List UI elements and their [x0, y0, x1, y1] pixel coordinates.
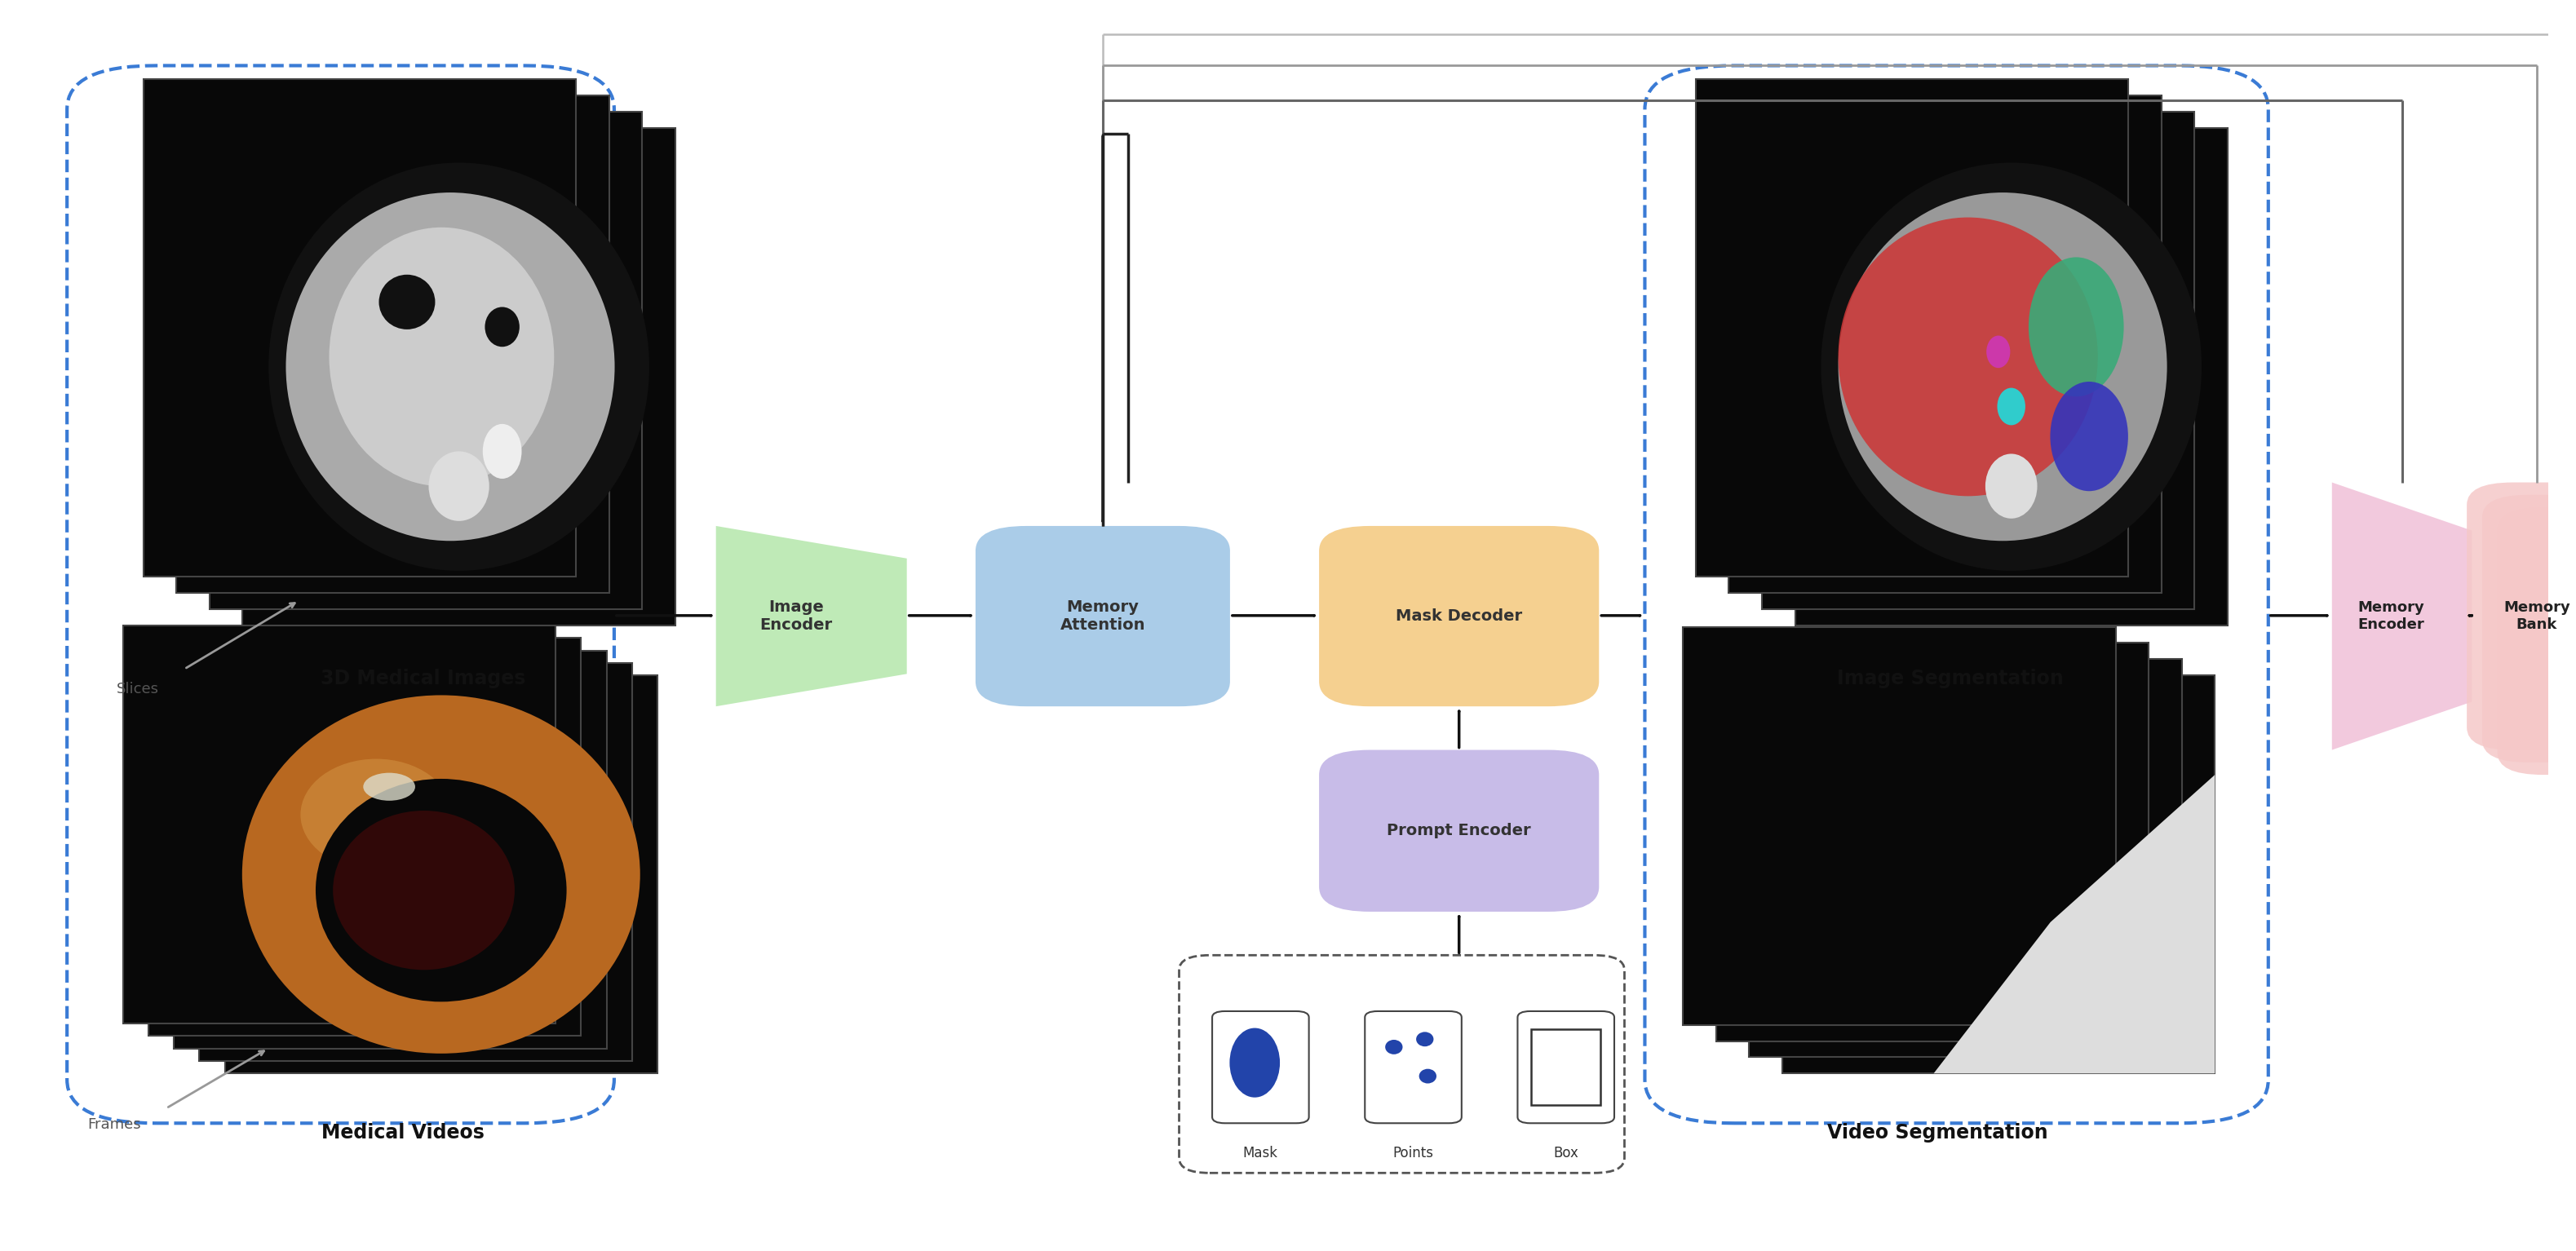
Bar: [1795, 128, 2228, 626]
Text: Image Segmentation: Image Segmentation: [1837, 669, 2063, 688]
Bar: [175, 95, 608, 593]
Ellipse shape: [2027, 258, 2123, 397]
FancyBboxPatch shape: [1517, 1011, 1615, 1123]
Ellipse shape: [2050, 382, 2128, 492]
Ellipse shape: [286, 193, 616, 540]
Text: Points: Points: [1394, 1146, 1435, 1160]
Text: Image
Encoder: Image Encoder: [760, 599, 832, 633]
Polygon shape: [716, 525, 907, 707]
Ellipse shape: [363, 773, 415, 801]
Ellipse shape: [482, 424, 523, 479]
FancyBboxPatch shape: [2496, 508, 2576, 774]
Ellipse shape: [268, 163, 649, 570]
Ellipse shape: [332, 811, 515, 970]
Ellipse shape: [1419, 1068, 1437, 1083]
Ellipse shape: [1839, 218, 2097, 497]
FancyBboxPatch shape: [1319, 749, 1600, 912]
FancyBboxPatch shape: [1319, 525, 1600, 707]
Bar: [224, 676, 657, 1073]
Bar: [1783, 676, 2215, 1073]
FancyBboxPatch shape: [2483, 495, 2576, 762]
FancyBboxPatch shape: [2468, 483, 2576, 749]
Ellipse shape: [1821, 163, 2202, 570]
Text: Frames: Frames: [88, 1117, 142, 1132]
Polygon shape: [2331, 483, 2473, 749]
Polygon shape: [1935, 774, 2215, 1073]
Ellipse shape: [330, 228, 554, 487]
Ellipse shape: [1986, 454, 2038, 518]
Text: 3D Medical Images: 3D Medical Images: [322, 669, 526, 688]
Ellipse shape: [242, 696, 639, 1053]
Bar: [175, 651, 605, 1048]
Ellipse shape: [1996, 388, 2025, 425]
Text: Slices: Slices: [116, 682, 160, 696]
Bar: [124, 626, 556, 1023]
Ellipse shape: [379, 275, 435, 329]
Ellipse shape: [317, 779, 567, 1002]
Text: Video Segmentation: Video Segmentation: [1826, 1123, 2048, 1142]
Ellipse shape: [1986, 335, 2009, 368]
Bar: [1728, 95, 2161, 593]
Ellipse shape: [428, 452, 489, 520]
Text: Prompt Encoder: Prompt Encoder: [1386, 823, 1530, 838]
FancyBboxPatch shape: [1365, 1011, 1461, 1123]
Bar: [1695, 79, 2128, 577]
Bar: [1749, 659, 2182, 1057]
Bar: [209, 111, 641, 609]
Text: Medical Videos: Medical Videos: [322, 1123, 484, 1142]
Ellipse shape: [1417, 1032, 1435, 1047]
Text: Mask: Mask: [1244, 1146, 1278, 1160]
Ellipse shape: [1229, 1028, 1280, 1097]
Text: Memory
Attention: Memory Attention: [1061, 599, 1146, 633]
Bar: [1762, 111, 2195, 609]
Bar: [1682, 627, 2115, 1025]
Bar: [144, 79, 577, 577]
FancyBboxPatch shape: [976, 525, 1229, 707]
FancyBboxPatch shape: [1213, 1011, 1309, 1123]
Text: Memory
Encoder: Memory Encoder: [2357, 600, 2424, 632]
Ellipse shape: [1839, 193, 2166, 540]
Text: Mask Decoder: Mask Decoder: [1396, 608, 1522, 624]
Bar: [198, 663, 631, 1061]
Text: Box: Box: [1553, 1146, 1579, 1160]
Ellipse shape: [484, 306, 520, 347]
Ellipse shape: [301, 759, 451, 871]
Bar: [1716, 643, 2148, 1041]
Text: Memory
Bank: Memory Bank: [2504, 600, 2571, 632]
Ellipse shape: [1386, 1040, 1401, 1055]
Bar: [242, 128, 675, 626]
Bar: [149, 638, 582, 1036]
